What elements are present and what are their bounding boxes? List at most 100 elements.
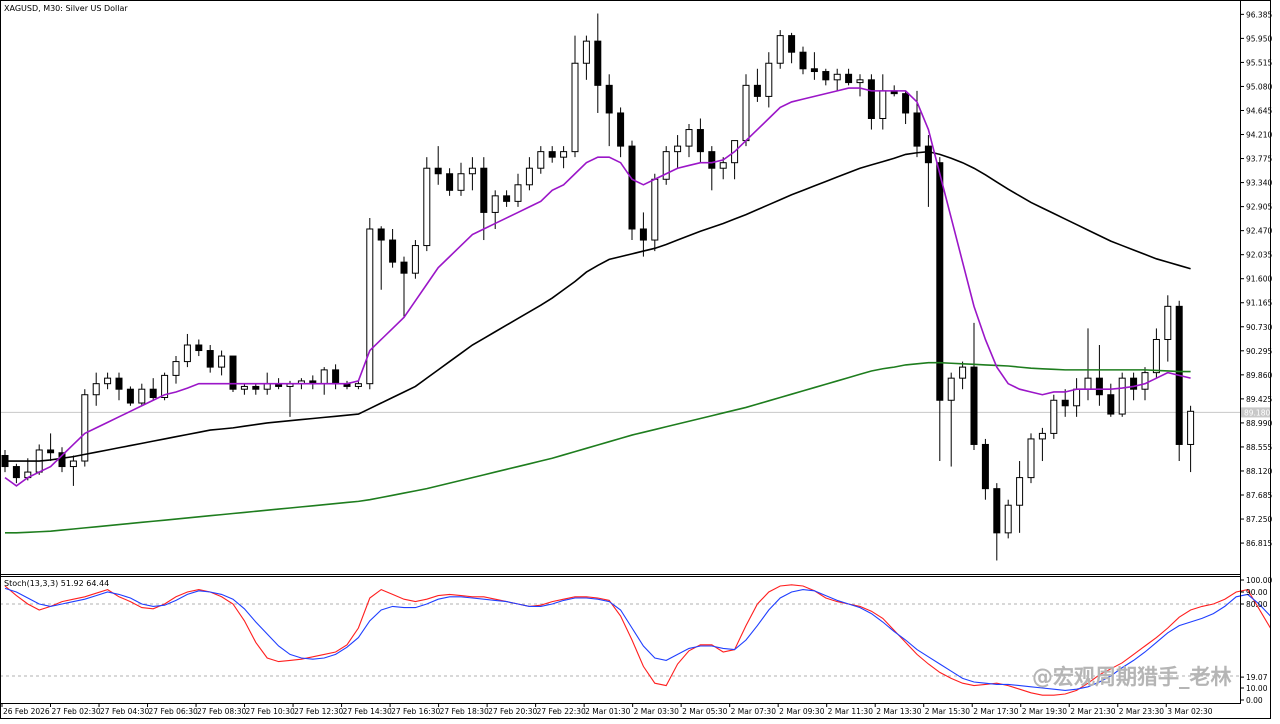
candle <box>582 35 590 80</box>
stochastic-pane[interactable]: Stoch(13,3,3) 51.92 64.44 @宏观周期猎手_老林 <box>0 579 1271 696</box>
candle <box>206 345 214 373</box>
candle-body-bull <box>240 385 248 390</box>
time-axis[interactable]: 26 Feb 2026 27 Feb 02:30 27 Feb 04:30 27 Fe… <box>0 703 1241 716</box>
candle-body-bull <box>571 62 579 153</box>
x-tick-label: 2 Mar 21:30 <box>1070 707 1116 716</box>
price-axis[interactable]: 96.385 95.950 95.515 95.080 94.645 94.210 93.7… <box>1240 0 1272 705</box>
candle <box>810 52 818 80</box>
candle <box>400 256 408 318</box>
candle-body-bull <box>651 178 659 241</box>
chart-symbol-label: XAGUSD, M30: Silver US Dollar <box>4 4 128 13</box>
candle-body-bull <box>161 374 169 398</box>
candle-body-bull <box>742 84 750 142</box>
y-tick-label: 95.950 <box>1246 34 1272 43</box>
price-pane[interactable]: XAGUSD, M30: Silver US Dollar <box>0 0 1240 574</box>
x-tick-label: 27 Feb 16:30 <box>391 707 440 716</box>
y-tick-label: 95.080 <box>1246 82 1272 91</box>
x-tick-label: 2 Mar 03:30 <box>634 707 680 716</box>
candle-body-bear <box>206 350 214 368</box>
candle-body-bull <box>525 167 533 186</box>
candle-body-bull <box>354 383 362 387</box>
candle-body-bear <box>1095 377 1103 396</box>
candle <box>69 455 77 486</box>
candle-body-bull <box>959 366 967 379</box>
candle <box>457 162 465 196</box>
x-tick-label: 27 Feb 10:30 <box>246 707 295 716</box>
candle-body-bear <box>58 452 66 468</box>
y-tick-label: 88.555 <box>1246 443 1272 452</box>
candle-body-bear <box>970 366 978 445</box>
candle <box>252 383 260 395</box>
candle <box>845 68 853 86</box>
candle <box>240 383 248 395</box>
candle <box>183 333 191 368</box>
candle <box>936 157 944 462</box>
candle-body-bear <box>195 344 203 352</box>
candle-body-bear <box>149 388 157 398</box>
candle-body-bear <box>115 377 123 390</box>
candle-body-bull <box>92 383 100 396</box>
candle <box>218 350 226 376</box>
candle <box>970 322 978 450</box>
watermark-text: @宏观周期猎手_老林 <box>1032 665 1232 689</box>
candle-body-bull <box>1084 377 1092 390</box>
candle <box>947 372 955 467</box>
candle <box>856 74 864 97</box>
candle <box>92 372 100 406</box>
candle <box>161 372 169 401</box>
candle-body-bull <box>662 151 670 180</box>
x-tick-label: 2 Mar 11:30 <box>828 707 874 716</box>
candle-body-bear <box>446 173 454 191</box>
candle-body-bear <box>605 84 613 114</box>
candle <box>377 226 385 290</box>
candle-body-bear <box>126 388 134 404</box>
candle <box>1004 499 1012 539</box>
candle-body-bull <box>1027 438 1035 479</box>
candle-body-bull <box>138 388 146 404</box>
y-tick-label: 93.340 <box>1246 179 1272 188</box>
candle-body-bear <box>400 261 408 274</box>
candle <box>799 46 807 75</box>
candle-body-bear <box>252 385 260 390</box>
stoch-label: Stoch(13,3,3) 51.92 64.44 <box>4 579 109 588</box>
candle <box>959 361 967 390</box>
candle <box>446 168 454 196</box>
candle-body-bull <box>1016 477 1024 506</box>
candle-body-bear <box>617 112 625 147</box>
y-tick-label: 96.385 <box>1246 10 1272 19</box>
y-tick-label: 94.645 <box>1246 106 1272 115</box>
y-tick-label: 89.860 <box>1246 371 1272 380</box>
candle <box>1187 405 1195 473</box>
candle-body-bear <box>229 355 237 390</box>
candle <box>822 68 830 86</box>
y-tick-label: 93.775 <box>1246 155 1272 164</box>
y-tick-label: 88.120 <box>1246 467 1272 476</box>
candle <box>1061 389 1069 417</box>
y-tick-label: 90.730 <box>1246 323 1272 332</box>
stoch-tick-label: 80.00 <box>1246 600 1268 609</box>
x-tick-label: 27 Feb 22:30 <box>537 707 586 716</box>
candle-body-bull <box>183 344 191 363</box>
candle <box>674 135 682 169</box>
candle <box>525 157 533 191</box>
candle <box>571 35 579 158</box>
candle-body-bull <box>1118 377 1126 415</box>
candle <box>662 146 670 185</box>
candle-body-bull <box>69 460 77 468</box>
candle-body-bull <box>674 145 682 153</box>
candle-body-bear <box>845 73 853 84</box>
candle-body-bear <box>1130 377 1138 390</box>
candle <box>833 68 841 91</box>
candle <box>468 157 476 191</box>
candle-body-bull <box>491 195 499 213</box>
candle-body-bear <box>332 369 340 385</box>
ma-mid-line <box>5 150 1191 462</box>
candle <box>617 107 625 158</box>
candle-body-bull <box>104 377 112 385</box>
candle <box>696 118 704 163</box>
candle <box>776 30 784 69</box>
candle-body-bull <box>560 151 568 158</box>
candle-body-bear <box>981 443 989 490</box>
